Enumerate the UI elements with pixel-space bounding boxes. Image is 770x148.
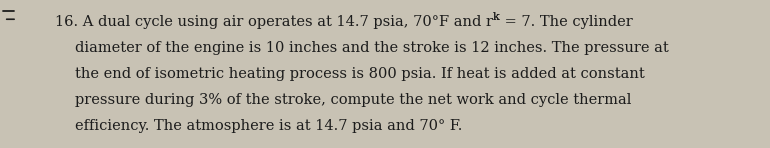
Text: efficiency. The atmosphere is at 14.7 psia and 70° F.: efficiency. The atmosphere is at 14.7 ps… <box>75 119 462 133</box>
Text: pressure during 3% of the stroke, compute the net work and cycle thermal: pressure during 3% of the stroke, comput… <box>75 93 631 107</box>
Text: 16. A dual cycle using air operates at 14.7 psia, 70°F and r: 16. A dual cycle using air operates at 1… <box>55 15 493 29</box>
Text: diameter of the engine is 10 inches and the stroke is 12 inches. The pressure at: diameter of the engine is 10 inches and … <box>75 41 669 55</box>
Text: the end of isometric heating process is 800 psia. If heat is added at constant: the end of isometric heating process is … <box>75 67 644 81</box>
Text: = 7. The cylinder: = 7. The cylinder <box>500 15 632 29</box>
Text: k: k <box>493 12 500 22</box>
Text: k: k <box>493 12 500 22</box>
